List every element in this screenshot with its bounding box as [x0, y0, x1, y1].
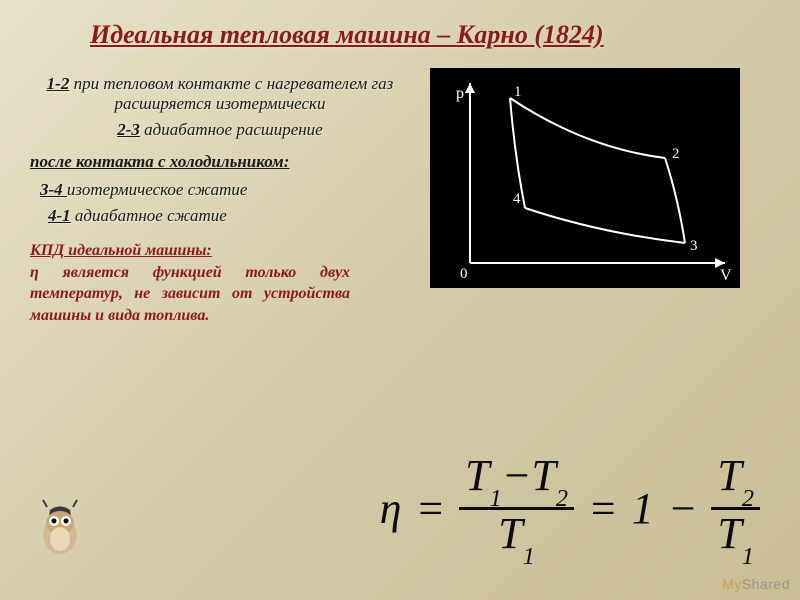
watermark-shared: Shared	[742, 576, 790, 592]
fraction-1: T1−T2 T1	[459, 452, 574, 565]
step-1-2: 1-2 при тепловом контакте с нагревателем…	[30, 74, 410, 114]
t2-num: T	[531, 451, 555, 500]
diagram-container: p V 0 1 2 3 4	[430, 68, 740, 326]
t1-den2: T	[717, 509, 741, 558]
step-3-4: 3-4 изотермическое сжатие	[40, 180, 410, 200]
watermark: MyShared	[722, 576, 790, 592]
axis-y-label: p	[456, 85, 464, 102]
slide-title: Идеальная тепловая машина – Карно (1824)	[90, 20, 770, 50]
step-4-1-lead: 4-1	[48, 206, 71, 225]
t1-num-sub: 1	[490, 485, 502, 512]
t1-den1-sub: 1	[523, 543, 535, 570]
equals-2: =	[588, 483, 618, 534]
steps-column: 1-2 при тепловом контакте с нагревателем…	[30, 68, 410, 326]
t1-den2-sub: 1	[742, 543, 754, 570]
pv-point-3: 3	[690, 238, 698, 254]
eta-symbol: η	[380, 483, 402, 534]
t1-den1: T	[498, 509, 522, 558]
owl-icon	[25, 495, 95, 565]
kpd-title: КПД идеальной машины:	[30, 240, 350, 262]
step-4-1: 4-1 адиабатное сжатие	[48, 206, 410, 226]
content-area: 1-2 при тепловом контакте с нагревателем…	[30, 68, 770, 326]
step-2-3-text: адиабатное расширение	[140, 120, 323, 139]
pv-point-2: 2	[672, 146, 680, 162]
step-4-1-text: адиабатное сжатие	[71, 206, 227, 225]
equals-1: =	[415, 483, 445, 534]
step-2-3: 2-3 адиабатное расширение	[30, 120, 410, 140]
pv-point-1: 1	[514, 84, 522, 100]
t1-num: T	[465, 451, 489, 500]
watermark-my: My	[722, 576, 742, 592]
minus: −	[668, 483, 698, 534]
step-1-2-lead: 1-2	[47, 74, 70, 93]
kpd-block: КПД идеальной машины: η является функцие…	[30, 240, 350, 326]
efficiency-formula: η = T1−T2 T1 = 1 − T2 T1	[380, 452, 760, 565]
t2-num-sub: 2	[556, 485, 568, 512]
after-cooler-line: после контакта с холодильником:	[30, 152, 410, 172]
t2-num2: T	[717, 451, 741, 500]
fraction-2: T2 T1	[711, 452, 760, 565]
carnot-pv-diagram: p V 0 1 2 3 4	[430, 68, 740, 288]
step-3-4-lead: 3-4	[40, 180, 67, 199]
step-3-4-text: изотермическое сжатие	[67, 180, 248, 199]
pv-point-4: 4	[513, 191, 521, 207]
one: 1	[632, 483, 654, 534]
step-1-2-text: при тепловом контакте с нагревателем газ…	[69, 74, 393, 113]
axis-x-label: V	[720, 267, 732, 284]
origin-label: 0	[460, 266, 468, 282]
t2-num2-sub: 2	[742, 485, 754, 512]
minus-num: −	[502, 451, 532, 500]
kpd-body: η является функцией только двух температ…	[30, 262, 350, 327]
step-2-3-lead: 2-3	[117, 120, 140, 139]
